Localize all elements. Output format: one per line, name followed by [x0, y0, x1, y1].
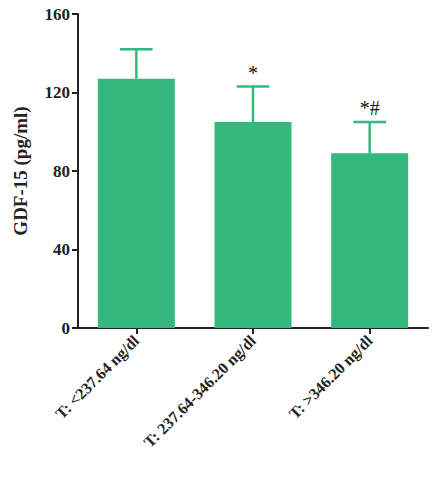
- svg-text:80: 80: [53, 162, 70, 181]
- svg-text:T: 237.64-346.20 ng/dl: T: 237.64-346.20 ng/dl: [140, 332, 260, 452]
- svg-text:T: >346.20 ng/dl: T: >346.20 ng/dl: [286, 332, 377, 423]
- svg-text:T: <237.64 ng/dl: T: <237.64 ng/dl: [52, 332, 143, 423]
- svg-text:120: 120: [45, 83, 71, 102]
- svg-text:GDF-15 (pg/ml): GDF-15 (pg/ml): [10, 106, 32, 235]
- svg-text:*#: *#: [360, 97, 380, 119]
- svg-text:0: 0: [62, 319, 71, 338]
- svg-text:*: *: [248, 62, 258, 84]
- svg-text:160: 160: [45, 5, 71, 24]
- svg-text:40: 40: [53, 240, 70, 259]
